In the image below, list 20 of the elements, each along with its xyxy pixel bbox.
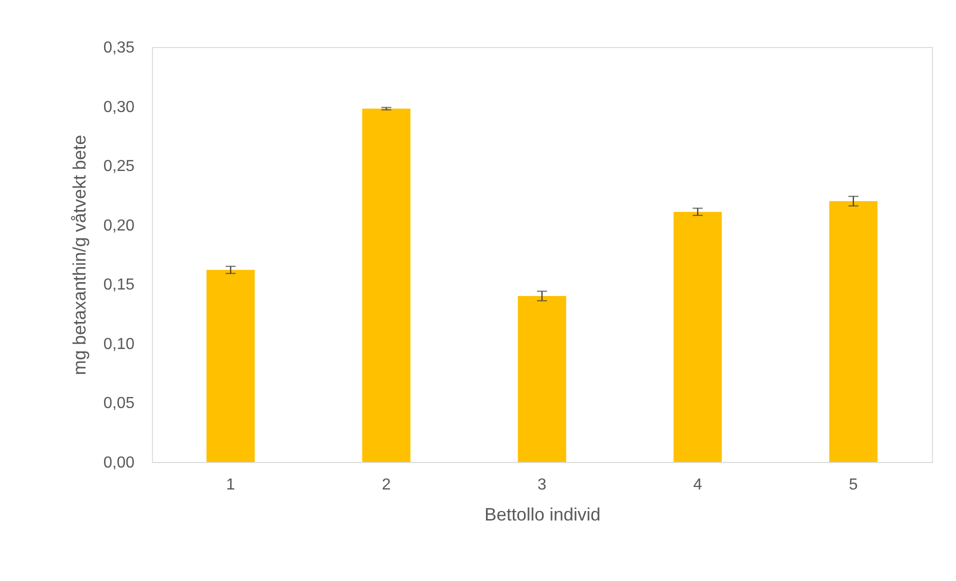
y-tick-label: 0,30 — [103, 98, 135, 116]
y-tick-label: 0,05 — [103, 395, 135, 412]
y-tick-label: 0,25 — [103, 158, 135, 176]
y-tick-label: 0,15 — [103, 276, 135, 294]
y-tick-label: 0,35 — [103, 40, 135, 56]
x-tick-label: 5 — [848, 476, 858, 494]
bar — [518, 296, 566, 462]
x-tick-label: 1 — [226, 476, 236, 494]
x-tick-label: 2 — [382, 476, 391, 494]
bar — [362, 108, 410, 462]
bar — [674, 212, 722, 462]
y-axis-title: mg betaxanthin/g våtvekt bete — [69, 134, 90, 376]
y-tick-label: 0,20 — [103, 217, 135, 234]
x-tick-label: 3 — [538, 476, 547, 494]
x-axis-title: Bettollo individ — [484, 504, 601, 524]
y-tick-label: 0,00 — [103, 454, 135, 472]
y-tick-label: 0,10 — [103, 336, 135, 353]
bar — [829, 201, 878, 462]
x-tick-label: 4 — [693, 476, 702, 494]
bar — [206, 270, 255, 462]
